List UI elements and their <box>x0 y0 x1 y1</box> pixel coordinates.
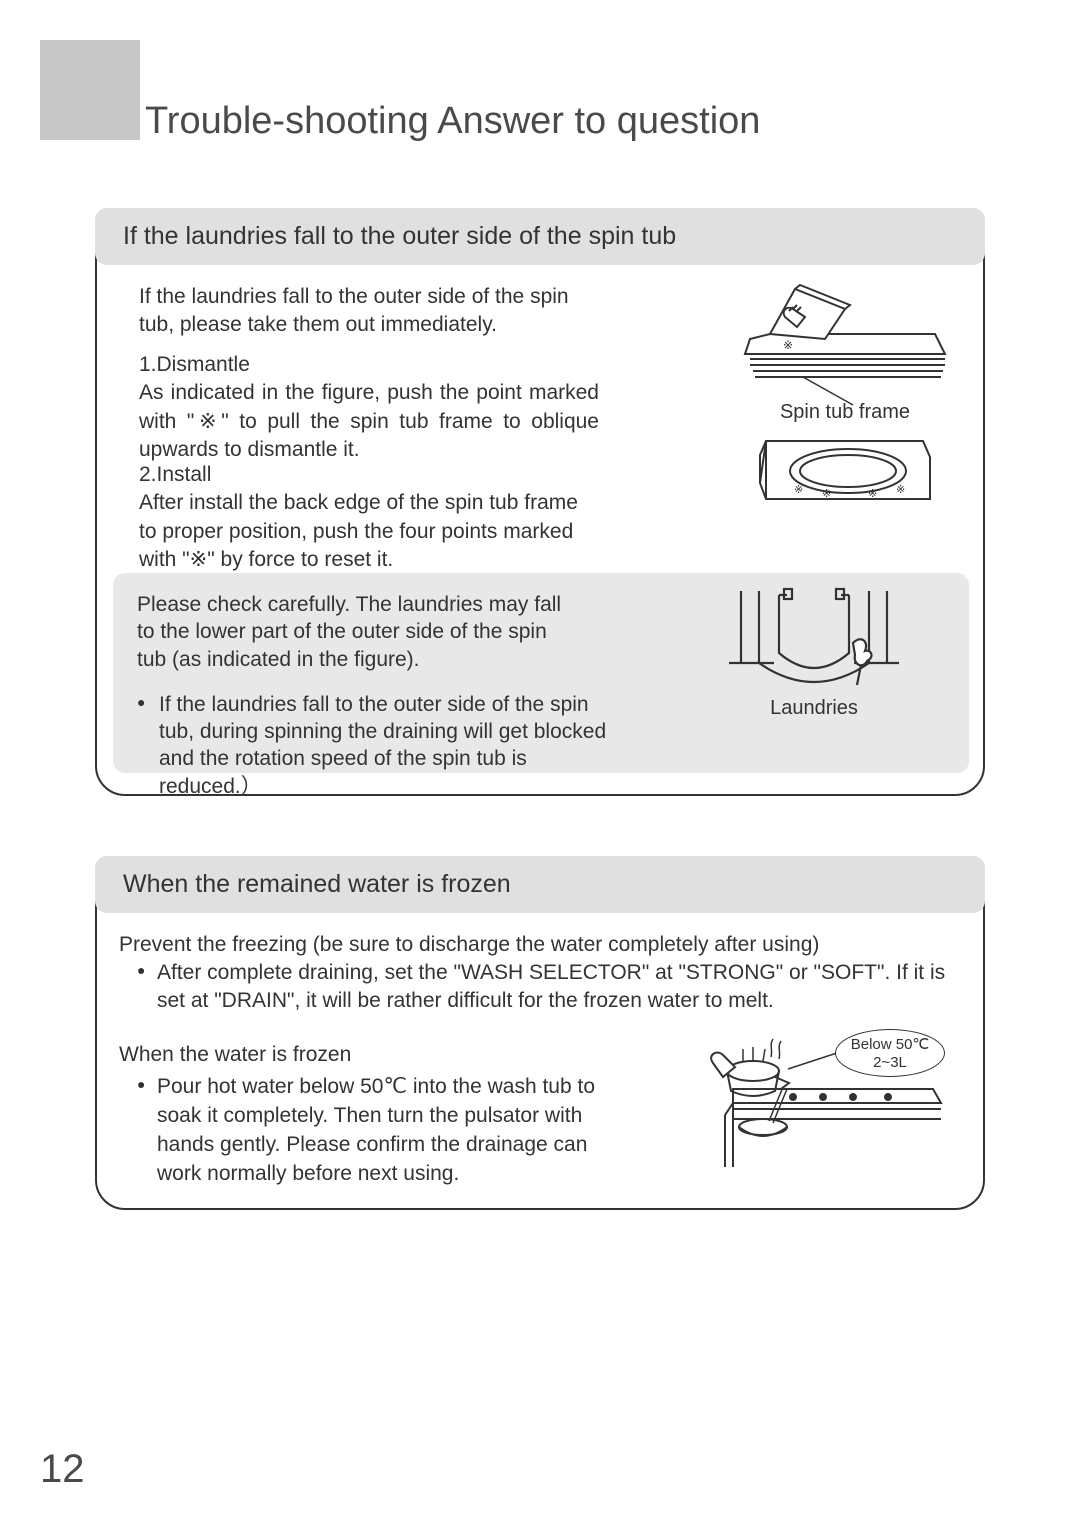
svg-text:※: ※ <box>896 484 905 496</box>
step1-title: 1.Dismantle <box>139 351 599 379</box>
page-title: Trouble-shooting Answer to question <box>145 100 760 143</box>
section1-header: If the laundries fall to the outer side … <box>95 208 985 265</box>
figure-pour-water: Below 50℃ 2~3L <box>683 1027 953 1177</box>
svg-text:※: ※ <box>868 488 877 500</box>
step2-body: After install the back edge of the spin … <box>139 489 599 574</box>
callout-line2: 2~3L <box>873 1054 907 1071</box>
svg-text:※: ※ <box>822 488 831 500</box>
section2-bullet1: After complete draining, set the "WASH S… <box>137 959 957 1016</box>
figure-laundries <box>729 583 899 693</box>
callout-temperature: Below 50℃ 2~3L <box>835 1029 945 1077</box>
section2-bullet2: Pour hot water below 50℃ into the wash t… <box>137 1073 627 1189</box>
page-number: 12 <box>40 1447 85 1492</box>
section2-intro: Prevent the freezing (be sure to dischar… <box>119 931 939 959</box>
section1-warning-box: Please check carefully. The laundries ma… <box>113 573 969 773</box>
figure3-label: Laundries <box>719 697 909 720</box>
section-spin-tub: If the laundries fall to the outer side … <box>95 216 985 796</box>
warning-bullet: If the laundries fall to the outer side … <box>137 691 607 800</box>
figure-dismantle: ※ <box>735 279 955 389</box>
section2-header: When the remained water is frozen <box>95 856 985 913</box>
figure-install: ※ ※ ※ ※ <box>758 429 933 509</box>
header-grey-block <box>40 40 140 140</box>
svg-text:※: ※ <box>794 484 803 496</box>
svg-text:※: ※ <box>783 338 793 352</box>
step-dismantle: 1.Dismantle As indicated in the figure, … <box>139 351 599 464</box>
section1-intro: If the laundries fall to the outer side … <box>139 283 599 340</box>
warning-text: Please check carefully. The laundries ma… <box>137 591 567 673</box>
section-frozen-water: When the remained water is frozen Preven… <box>95 864 985 1210</box>
step1-body: As indicated in the figure, push the poi… <box>139 379 599 464</box>
step-install: 2.Install After install the back edge of… <box>139 461 599 574</box>
callout-line1: Below 50℃ <box>851 1036 930 1053</box>
section2-subheading: When the water is frozen <box>119 1043 351 1067</box>
step2-title: 2.Install <box>139 461 599 489</box>
figure1-label: Spin tub frame <box>735 401 955 424</box>
